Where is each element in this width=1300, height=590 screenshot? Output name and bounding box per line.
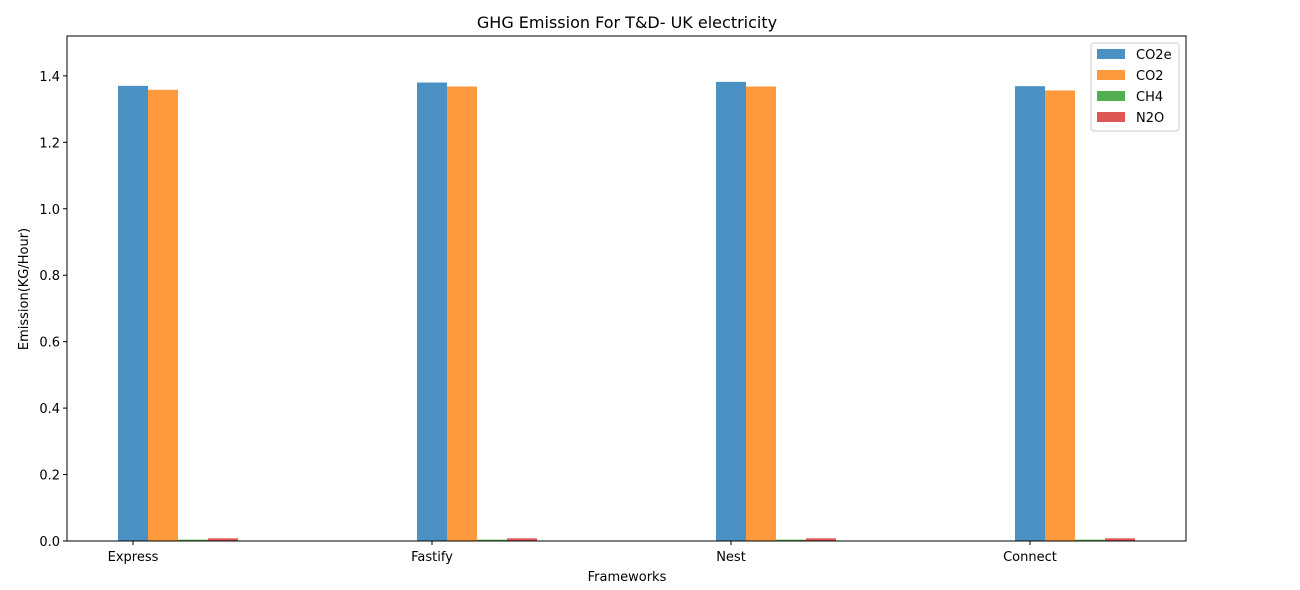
x-tick-label: Nest: [716, 550, 746, 565]
x-tick-label: Fastify: [411, 550, 453, 565]
bar-n2o-express: [208, 538, 238, 541]
y-tick-label: 1.4: [39, 70, 60, 85]
legend-swatch-n2o: [1097, 112, 1125, 122]
y-tick-label: 0.4: [39, 402, 60, 417]
y-tick-label: 1.2: [39, 136, 60, 151]
legend-label-ch4: CH4: [1136, 90, 1163, 105]
bar-ch4-express: [178, 539, 208, 541]
y-tick-label: 1.0: [39, 203, 60, 218]
bar-ch4-fastify: [477, 539, 507, 541]
legend-label-co2e: CO2e: [1136, 48, 1172, 63]
bar-co2-connect: [1045, 90, 1075, 541]
bar-ch4-connect: [1075, 539, 1105, 541]
bar-co2-express: [148, 89, 178, 542]
chart-title: GHG Emission For T&D- UK electricity: [477, 13, 777, 32]
y-axis-label: Emission(KG/Hour): [17, 228, 32, 350]
bar-co2e-nest: [716, 81, 746, 541]
x-axis: Express Fastify Nest Connect: [108, 541, 1057, 565]
legend-swatch-ch4: [1097, 91, 1125, 101]
y-tick-label: 0.6: [39, 336, 60, 351]
legend-label-co2: CO2: [1136, 69, 1164, 84]
bar-n2o-fastify: [507, 538, 537, 541]
legend-swatch-co2e: [1097, 49, 1125, 59]
x-axis-label: Frameworks: [588, 570, 667, 585]
bars-group: [118, 81, 1135, 542]
bar-co2e-express: [118, 85, 148, 542]
x-tick-label: Connect: [1003, 550, 1057, 565]
legend-frame: [1090, 42, 1180, 132]
y-tick-label: 0.2: [39, 469, 60, 484]
bar-co2e-connect: [1015, 86, 1045, 542]
bar-n2o-connect: [1105, 538, 1135, 541]
legend: CO2e CO2 CH4 N2O: [1090, 42, 1180, 132]
bar-n2o-nest: [806, 538, 836, 541]
x-tick-label: Express: [108, 550, 159, 565]
legend-swatch-co2: [1097, 70, 1125, 80]
bar-co2-nest: [746, 86, 776, 541]
y-axis: 0.0 0.2 0.4 0.6 0.8 1.0 1.2 1.4: [39, 70, 67, 550]
bar-co2e-fastify: [417, 82, 447, 542]
plot-frame: [66, 35, 1187, 542]
legend-label-n2o: N2O: [1136, 111, 1164, 126]
y-tick-label: 0.8: [39, 269, 60, 284]
bar-co2-fastify: [447, 86, 477, 541]
y-tick-label: 0.0: [39, 535, 60, 550]
bar-ch4-nest: [776, 539, 806, 541]
